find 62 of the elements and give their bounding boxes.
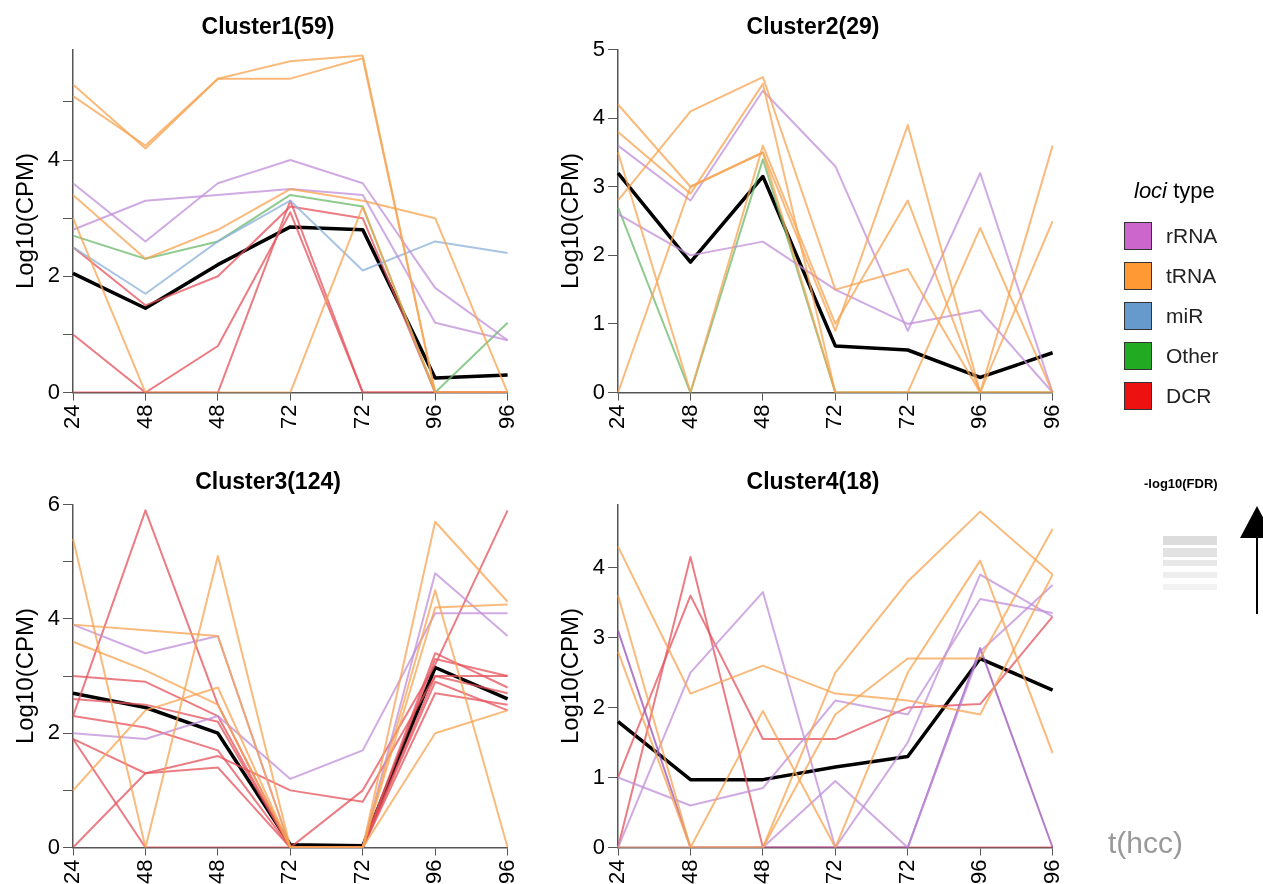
x-axis-title: t(hcc) <box>1108 826 1183 860</box>
category-label: DCR <box>1166 384 1212 408</box>
y-tick-label: 4 <box>592 104 606 130</box>
y-tick-label: 4 <box>47 604 61 630</box>
y-tick-label: 6 <box>47 490 61 516</box>
x-tick-label: 96 <box>1038 859 1064 884</box>
y-tick-label: 5 <box>592 35 606 61</box>
y-tick-label: 1 <box>592 310 606 336</box>
y-tick-label: 1 <box>592 763 606 789</box>
x-tick-label: 96 <box>493 404 519 430</box>
x-tick-label: 48 <box>748 859 774 884</box>
x-tick-label: 96 <box>493 859 519 884</box>
chart-title: Cluster1(59) <box>201 13 335 40</box>
text: -log10(FDR) <box>1144 476 1218 491</box>
y-tick-label: 3 <box>592 172 606 198</box>
x-tick-label: 48 <box>131 404 157 430</box>
x-tick-label: 24 <box>59 404 85 430</box>
category-label: miR <box>1166 304 1204 328</box>
x-tick-label: 72 <box>276 404 302 430</box>
category-label: rRNA <box>1166 224 1218 248</box>
chart-title: Cluster2(29) <box>746 13 880 40</box>
x-tick-label: 72 <box>348 859 374 884</box>
y-tick-label: 2 <box>592 693 606 719</box>
y-tick-label: 3 <box>592 623 606 649</box>
x-tick-label: 48 <box>748 404 774 430</box>
chart-title: Cluster3(124) <box>195 468 341 495</box>
x-tick-label: 48 <box>203 859 229 884</box>
x-tick-label: 72 <box>348 404 374 430</box>
x-tick-label: 96 <box>421 859 447 884</box>
x-tick-label: 72 <box>276 859 302 884</box>
x-tick-label: 72 <box>821 859 847 884</box>
y-axis-title: Log10(CPM) <box>11 608 39 745</box>
y-tick-label: 0 <box>592 378 606 404</box>
y-tick-label: 4 <box>47 146 61 172</box>
y-axis-title: Log10(CPM) <box>556 608 584 745</box>
x-tick-label: 48 <box>676 859 702 884</box>
y-tick-label: 2 <box>47 719 61 745</box>
y-tick-label: 0 <box>592 833 606 859</box>
y-axis-title: Log10(CPM) <box>556 153 584 290</box>
x-tick-label: 48 <box>203 404 229 430</box>
x-tick-label: 96 <box>966 859 992 884</box>
legend-title: loci type <box>1134 178 1216 204</box>
x-tick-label: 24 <box>604 404 630 430</box>
x-tick-label: 72 <box>893 859 919 884</box>
y-tick-label: 2 <box>592 241 606 267</box>
x-tick-label: 96 <box>1038 404 1064 430</box>
y-tick-label: 4 <box>592 553 606 579</box>
x-tick-label: 48 <box>676 404 702 430</box>
category-label: Other <box>1166 344 1219 368</box>
x-tick-label: 72 <box>893 404 919 430</box>
category-label: tRNA <box>1166 264 1217 288</box>
x-tick-label: 24 <box>59 859 85 884</box>
y-tick-label: 0 <box>47 378 61 404</box>
x-tick-label: 72 <box>821 404 847 430</box>
x-tick-label: 96 <box>421 404 447 430</box>
x-tick-label: 24 <box>604 859 630 884</box>
y-tick-label: 0 <box>47 833 61 859</box>
y-axis-title: Log10(CPM) <box>11 153 39 290</box>
chart-title: Cluster4(18) <box>746 468 880 495</box>
x-tick-label: 48 <box>131 859 157 884</box>
y-tick-label: 2 <box>47 262 61 288</box>
x-tick-label: 96 <box>966 404 992 430</box>
